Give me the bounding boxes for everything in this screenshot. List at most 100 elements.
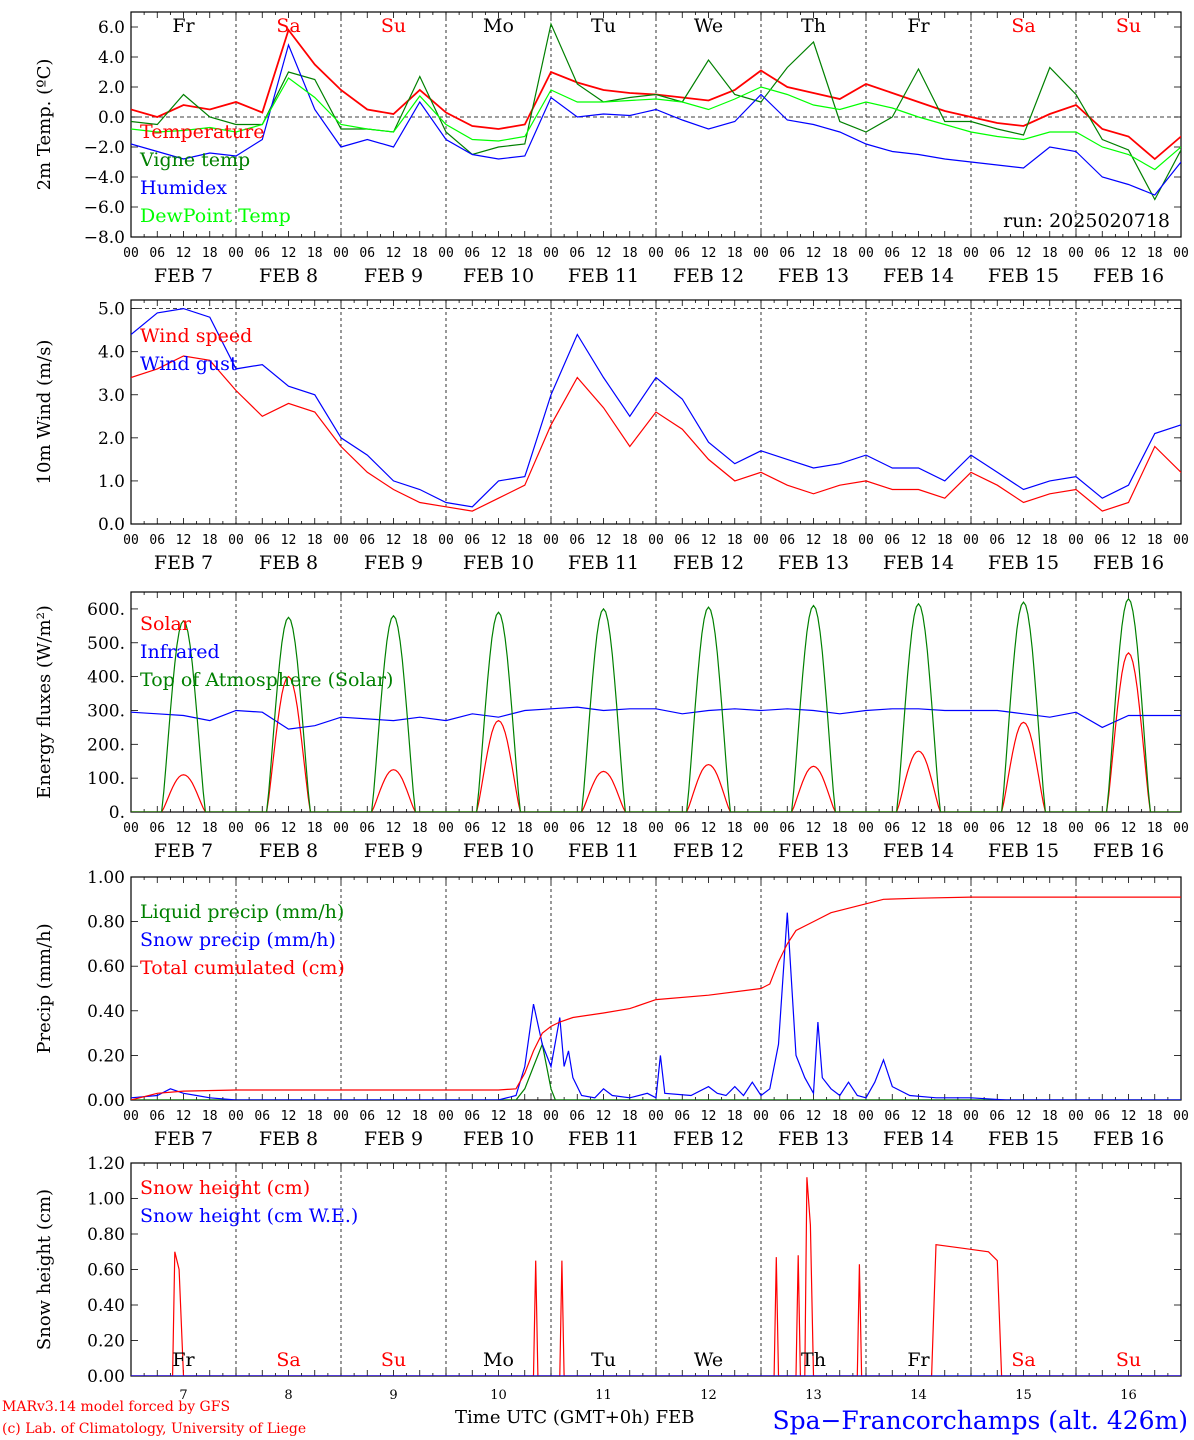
y-tick-label: 0.20 — [87, 1332, 125, 1352]
hour-tick-label: 12 — [911, 533, 927, 548]
hour-tick-label: 12 — [806, 533, 822, 548]
weekday-label: Fr — [907, 15, 930, 37]
hour-tick-label: 00 — [1068, 246, 1084, 261]
hour-tick-label: 00 — [753, 821, 769, 836]
y-tick-label: 6.0 — [98, 18, 125, 38]
hour-tick-label: 06 — [149, 533, 165, 548]
hour-tick-label: 12 — [491, 246, 507, 261]
hour-tick-label: 06 — [1094, 821, 1110, 836]
hour-tick-label: 18 — [1042, 821, 1058, 836]
hour-tick-label: 06 — [464, 1109, 480, 1124]
hour-tick-label: 12 — [1016, 246, 1032, 261]
weekday-label: Fr — [172, 15, 195, 37]
date-label: FEB 14 — [883, 552, 954, 574]
series-line-solar — [131, 652, 1181, 812]
series-line-infrared — [131, 706, 1181, 730]
weekday-label: Sa — [276, 1349, 300, 1371]
weekday-label: Tu — [591, 15, 616, 37]
hour-tick-label: 06 — [1094, 246, 1110, 261]
legend-entry: Temperature — [140, 121, 264, 143]
series-line-wind-speed — [131, 355, 1181, 512]
hour-tick-label: 06 — [359, 246, 375, 261]
hour-tick-label: 06 — [569, 821, 585, 836]
y-tick-label: 2.0 — [98, 78, 125, 98]
series-line-liquid-precip-mm-h- — [131, 1042, 1181, 1100]
date-label: FEB 16 — [1093, 840, 1164, 862]
hour-tick-label: 12 — [806, 821, 822, 836]
hour-tick-label: 12 — [701, 533, 717, 548]
date-label: FEB 7 — [154, 265, 213, 287]
hour-tick-label: 06 — [779, 246, 795, 261]
hour-tick-label: 12 — [1016, 533, 1032, 548]
hour-tick-label: 00 — [123, 246, 139, 261]
hour-tick-label: 18 — [517, 533, 533, 548]
hour-tick-label: 06 — [464, 533, 480, 548]
y-tick-label: 4.0 — [98, 343, 125, 363]
date-label: FEB 14 — [883, 840, 954, 862]
legend-entry: Wind gust — [140, 353, 238, 375]
hour-tick-label: 12 — [911, 821, 927, 836]
hour-tick-label: 06 — [149, 821, 165, 836]
hour-tick-label: 18 — [832, 821, 848, 836]
hour-tick-label: 12 — [596, 1109, 612, 1124]
hour-tick-label: 18 — [727, 246, 743, 261]
hour-tick-label: 06 — [884, 1109, 900, 1124]
hour-tick-label: 12 — [1121, 246, 1137, 261]
y-tick-label: 400. — [87, 668, 125, 688]
hour-tick-label: 06 — [884, 246, 900, 261]
hour-tick-label: 00 — [858, 246, 874, 261]
hour-tick-label: 00 — [333, 246, 349, 261]
date-label: FEB 11 — [568, 840, 639, 862]
series-line-wind-gust — [131, 307, 1181, 508]
hour-tick-label: 00 — [333, 533, 349, 548]
hour-tick-label: 12 — [176, 533, 192, 548]
y-tick-label: 0.0 — [98, 108, 125, 128]
date-label: FEB 10 — [463, 1128, 534, 1150]
y-tick-label: 0.40 — [87, 1296, 125, 1316]
hour-tick-label: 00 — [1173, 1109, 1189, 1124]
hour-tick-label: 12 — [491, 1109, 507, 1124]
hour-tick-label: 12 — [281, 246, 297, 261]
hour-tick-label: 12 — [806, 246, 822, 261]
weekday-label: Mo — [483, 15, 514, 37]
hour-tick-label: 18 — [727, 1109, 743, 1124]
hour-tick-label: 18 — [1147, 1109, 1163, 1124]
hour-tick-label: 06 — [254, 1109, 270, 1124]
hour-tick-label: 06 — [1094, 1109, 1110, 1124]
hour-tick-label: 18 — [517, 821, 533, 836]
series-line-humidex — [131, 43, 1181, 196]
text-layer: −8.0 −6.0 −4.0 −2.0 0.0 2.0 4.0 6.0 2m Temp. (ºC… — [34, 15, 1189, 1403]
date-label: FEB 13 — [778, 1128, 849, 1150]
hour-tick-label: 06 — [884, 821, 900, 836]
hour-tick-label: 18 — [307, 533, 323, 548]
hour-tick-label: 12 — [386, 821, 402, 836]
y-tick-label: 0.00 — [87, 1091, 125, 1111]
hour-tick-label: 06 — [569, 1109, 585, 1124]
hour-tick-label: 00 — [648, 1109, 664, 1124]
series-layer — [131, 22, 1181, 1376]
legend-entry: Snow precip (mm/h) — [140, 929, 336, 951]
hour-tick-label: 12 — [176, 246, 192, 261]
hour-tick-label: 06 — [779, 533, 795, 548]
hour-tick-label: 18 — [412, 1109, 428, 1124]
weekday-label: Sa — [276, 15, 300, 37]
hour-tick-label: 18 — [1147, 533, 1163, 548]
series-group-precip — [131, 896, 1181, 1100]
series-group-snow — [131, 1177, 1181, 1376]
weekday-label: Sa — [1011, 15, 1035, 37]
weekday-label: Sa — [1011, 1349, 1035, 1371]
date-label: FEB 14 — [883, 1128, 954, 1150]
y-tick-label: 3.0 — [98, 386, 125, 406]
date-label: FEB 13 — [778, 265, 849, 287]
hour-tick-label: 00 — [858, 533, 874, 548]
y-tick-label: 5.0 — [98, 300, 125, 320]
date-label: FEB 11 — [568, 552, 639, 574]
y-tick-label: 0.20 — [87, 1046, 125, 1066]
hour-tick-label: 00 — [648, 246, 664, 261]
time-axis-label: Time UTC (GMT+0h) FEB — [455, 1407, 694, 1428]
hour-tick-label: 06 — [254, 533, 270, 548]
date-label: FEB 12 — [673, 840, 744, 862]
hour-tick-label: 18 — [622, 821, 638, 836]
hour-tick-label: 00 — [1173, 246, 1189, 261]
legend-entry: Liquid precip (mm/h) — [140, 901, 344, 923]
